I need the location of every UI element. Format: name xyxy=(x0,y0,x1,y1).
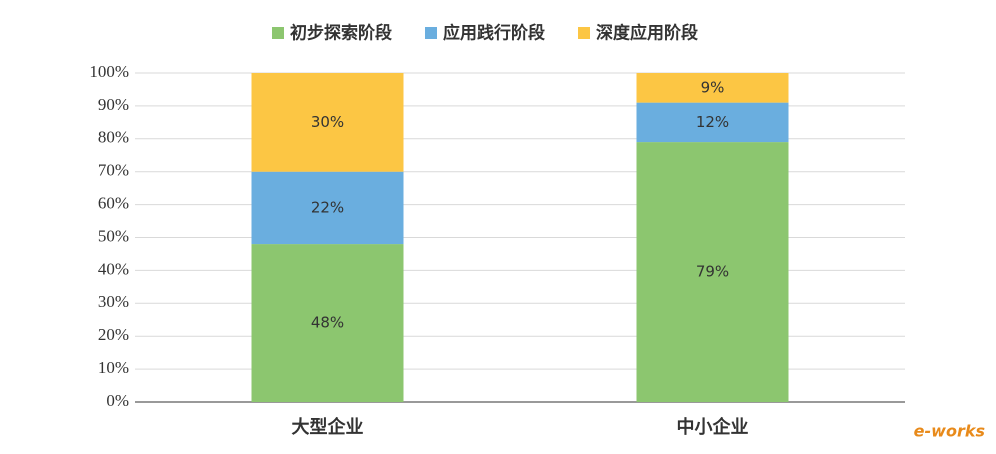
legend-label: 应用践行阶段 xyxy=(443,23,545,44)
y-tick-label: 20% xyxy=(98,325,129,344)
bar-segment xyxy=(636,142,789,402)
legend-swatch xyxy=(578,27,590,39)
y-tick-label: 40% xyxy=(98,259,129,278)
bar-segment xyxy=(636,73,789,103)
y-tick-label: 30% xyxy=(98,292,129,311)
value-label: 30% xyxy=(311,113,344,131)
y-tick-label: 0% xyxy=(106,391,129,410)
bar-segment xyxy=(251,171,404,245)
watermark: e-works xyxy=(914,422,985,441)
y-tick-label: 80% xyxy=(98,128,129,147)
bar-segment xyxy=(251,73,404,172)
y-tick-label: 50% xyxy=(98,226,129,245)
y-tick-label: 90% xyxy=(98,95,129,114)
bar-segment xyxy=(251,244,404,402)
x-tick-label: 中小企业 xyxy=(677,416,749,438)
value-label: 79% xyxy=(696,263,729,281)
legend-swatch xyxy=(272,27,284,39)
bar-segment xyxy=(636,102,789,143)
legend-swatch xyxy=(425,27,437,39)
x-tick-label: 大型企业 xyxy=(292,416,364,438)
legend-label: 深度应用阶段 xyxy=(596,23,698,44)
value-label: 12% xyxy=(696,113,729,131)
y-tick-label: 10% xyxy=(98,358,129,377)
y-tick-label: 60% xyxy=(98,194,129,213)
value-label: 22% xyxy=(311,198,344,216)
legend-label: 初步探索阶段 xyxy=(290,23,392,44)
value-label: 48% xyxy=(311,314,344,332)
y-tick-label: 100% xyxy=(89,62,129,81)
y-tick-label: 70% xyxy=(98,161,129,180)
value-label: 9% xyxy=(701,78,725,96)
